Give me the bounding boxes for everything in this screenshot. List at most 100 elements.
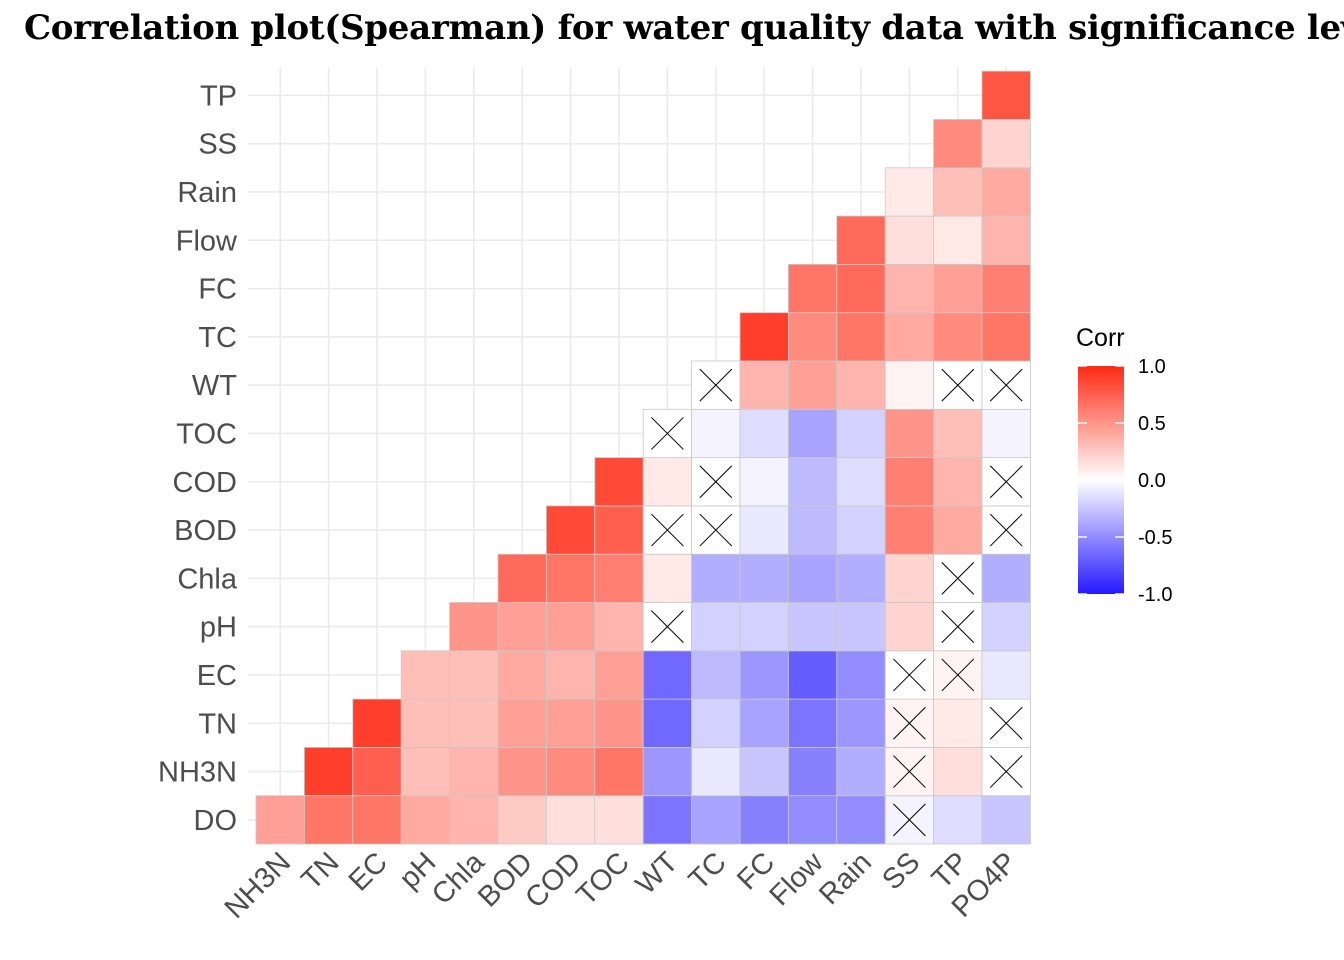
heatmap-cell-NH3N-FC [739, 747, 789, 797]
heatmap-cell-DO-NH3N [255, 795, 305, 845]
heatmap-cell-TC-PO4P [981, 312, 1031, 362]
heatmap-cell-FC-SS [884, 263, 935, 314]
heatmap-cell-DO-WT [642, 795, 693, 845]
x-tick-label: TN [296, 846, 346, 896]
heatmap-cell-FC-Flow [788, 263, 838, 314]
heatmap-cell-pH-TOC [594, 602, 644, 652]
cross-stroke [651, 513, 684, 547]
heatmap-cell-pH-COD [546, 602, 596, 652]
heatmap-cell-NH3N-EC [352, 747, 402, 797]
heatmap-cell-COD-Flow [788, 457, 838, 507]
heatmap-cell-EC-Rain [836, 650, 886, 700]
heatmap-cell-TN-TC [691, 698, 741, 748]
insignificant-mark-BOD-TC [699, 513, 733, 547]
heatmap-cell-TN-TP [933, 698, 983, 748]
heatmap-cell-DO-EC [352, 795, 402, 845]
heatmap-cell-TN-TOC [594, 698, 644, 748]
insignificant-mark-COD-TC [699, 465, 733, 499]
heatmap-cell-Chla-FC [739, 553, 789, 603]
x-tick-label: SS [876, 846, 926, 896]
x-tick-label: Flow [764, 846, 831, 913]
y-tick-labels: DO NH3N TN EC pH Chla BOD COD TOC WT TC FC Flow Rain S… [158, 80, 238, 837]
heatmap-cell-TN-Flow [788, 698, 838, 748]
insignificant-mark-WT-TP [941, 368, 975, 402]
heatmap-cell-DO-Rain [836, 795, 886, 845]
heatmap-cell-EC-pH [400, 650, 451, 700]
insignificant-mark-WT-PO4P [989, 368, 1023, 402]
x-tick-label: NH3N [219, 846, 297, 924]
cross-stroke [699, 368, 733, 402]
heatmap-cell-Flow-Rain [836, 215, 886, 265]
heatmap-cell-TOC-Flow [788, 408, 838, 458]
heatmap-cell-TOC-TP [933, 408, 983, 458]
heatmap-cell-BOD-COD [546, 505, 596, 555]
heatmap-cell-pH-FC [739, 602, 789, 652]
heatmap-cell-DO-TOC [594, 795, 644, 845]
insignificant-mark-DO-SS [893, 803, 926, 837]
y-tick-label: SS [198, 129, 237, 161]
heatmap-cell-Flow-PO4P [981, 215, 1031, 265]
y-tick-label: DO [194, 805, 238, 837]
x-tick-label: WT [630, 846, 685, 901]
cross-stroke [699, 513, 733, 547]
insignificant-mark-pH-TP [941, 610, 975, 644]
heatmap-cell-TOC-SS [884, 408, 935, 458]
heatmap-cell-DO-BOD [497, 795, 547, 845]
heatmap-cells [255, 70, 1031, 845]
heatmap-cell-DO-COD [546, 795, 596, 845]
heatmap-cell-EC-TOC [594, 650, 644, 700]
cross-stroke [989, 465, 1023, 499]
heatmap-cell-Chla-TC [691, 553, 741, 603]
heatmap-cell-TOC-PO4P [981, 408, 1031, 458]
heatmap-cell-pH-Rain [836, 602, 886, 652]
heatmap-cell-DO-Chla [449, 795, 499, 845]
heatmap-cell-NH3N-TOC [594, 747, 644, 797]
heatmap-cell-NH3N-Rain [836, 747, 886, 797]
heatmap-cell-TOC-Rain [836, 408, 886, 458]
y-tick-label: TC [198, 322, 237, 354]
y-tick-label: Chla [177, 563, 238, 595]
y-tick-label: pH [200, 612, 237, 644]
heatmap-cell-Rain-SS [884, 167, 935, 217]
heatmap-cell-Flow-TP [933, 215, 983, 265]
heatmap-cell-NH3N-BOD [497, 747, 547, 797]
y-tick-label: EC [197, 660, 237, 692]
heatmap-cell-DO-pH [400, 795, 451, 845]
heatmap-cell-NH3N-Chla [449, 747, 499, 797]
heatmap-cell-Chla-PO4P [981, 553, 1031, 603]
heatmap-cell-BOD-TP [933, 505, 983, 555]
heatmap-cell-BOD-Flow [788, 505, 838, 555]
heatmap-cell-DO-TN [303, 795, 354, 845]
cross-stroke [989, 513, 1023, 547]
insignificant-mark-pH-WT [651, 610, 684, 644]
legend-tick-label: 0.0 [1138, 470, 1166, 492]
y-tick-label: BOD [174, 515, 237, 547]
legend-tick-label: 1.0 [1138, 356, 1166, 378]
heatmap-cell-DO-TC [691, 795, 741, 845]
heatmap-cell-Chla-COD [546, 553, 596, 603]
heatmap-cell-WT-Flow [788, 360, 838, 410]
cross-stroke [989, 368, 1023, 402]
legend-tick-label: 0.5 [1138, 413, 1166, 435]
legend-tick-label: -1.0 [1138, 584, 1172, 606]
heatmap-cell-WT-FC [739, 360, 789, 410]
insignificant-mark-COD-PO4P [989, 465, 1023, 499]
heatmap-cell-NH3N-Flow [788, 747, 838, 797]
heatmap-cell-FC-TP [933, 263, 983, 314]
heatmap-cell-TOC-TC [691, 408, 741, 458]
heatmap-cell-TP-PO4P [981, 70, 1031, 120]
x-tick-label: Rain [813, 846, 878, 911]
cross-stroke [893, 755, 926, 788]
heatmap-cell-COD-TOC [594, 457, 644, 507]
heatmap-cell-DO-Flow [788, 795, 838, 845]
legend-title: Corr [1076, 324, 1125, 352]
x-tick-label: BOD [472, 846, 539, 913]
cross-stroke [699, 465, 733, 499]
heatmap-cell-NH3N-TN [303, 747, 354, 797]
heatmap-cell-TN-pH [400, 698, 451, 748]
x-tick-label: TC [683, 846, 733, 896]
heatmap-cell-FC-PO4P [981, 263, 1031, 314]
cross-stroke [651, 610, 684, 644]
insignificant-mark-EC-SS [893, 658, 926, 692]
